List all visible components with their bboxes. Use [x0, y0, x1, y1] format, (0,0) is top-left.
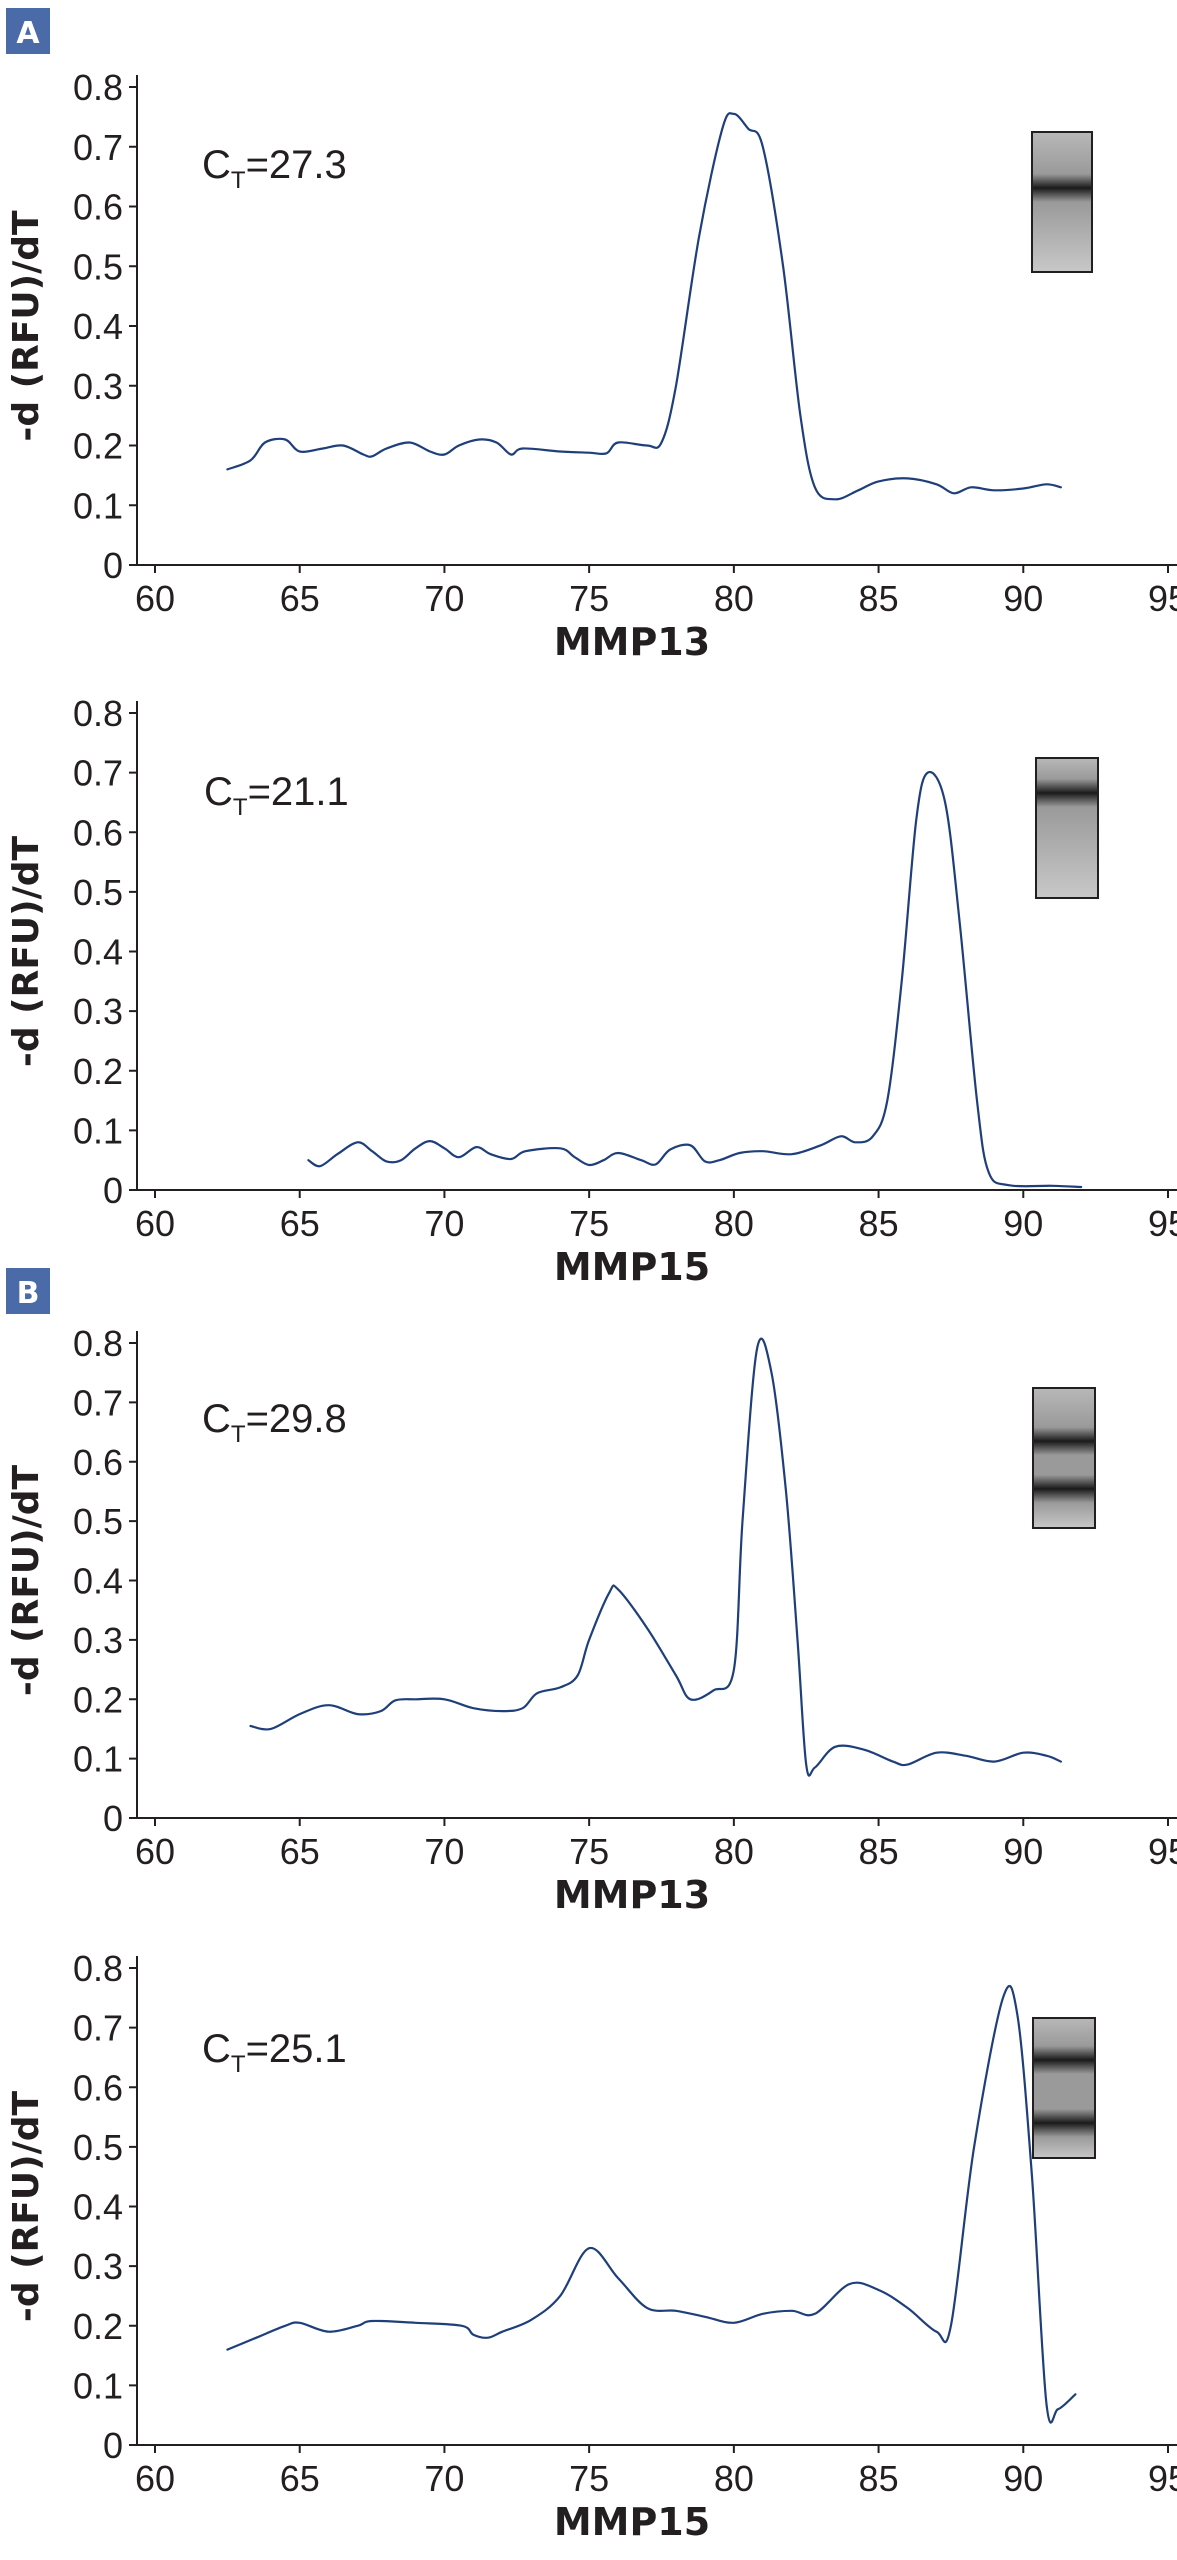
y-tick-label: 0.1	[73, 1739, 123, 1780]
x-tick-label: 80	[714, 578, 754, 619]
x-tick-label: 70	[424, 1203, 464, 1244]
y-tick-label: 0.6	[73, 1442, 123, 1483]
y-tick-label: 0.2	[73, 2306, 123, 2347]
y-tick-label: 0.5	[73, 246, 123, 287]
x-tick-label: 90	[1003, 578, 1043, 619]
y-tick-label: 0.7	[73, 127, 123, 168]
x-tick-label: 90	[1003, 2458, 1043, 2499]
y-tick-label: 0.5	[73, 872, 123, 913]
y-tick-label: 0.3	[73, 366, 123, 407]
y-tick-label: 0.3	[73, 2246, 123, 2287]
x-tick-label: 75	[569, 1831, 609, 1872]
x-tick-label: 70	[424, 578, 464, 619]
y-tick-label: 0.8	[73, 1323, 123, 1364]
x-tick-label: 75	[569, 2458, 609, 2499]
y-axis-title: -d (RFU)/dT	[6, 210, 47, 442]
y-tick-label: 0.5	[73, 2127, 123, 2168]
y-tick-label: 0.1	[73, 1110, 123, 1151]
panel-label-box	[6, 8, 50, 54]
x-tick-label: 95	[1148, 1203, 1177, 1244]
x-tick-label: 95	[1148, 1831, 1177, 1872]
gel-band-inset	[1035, 757, 1099, 899]
y-tick-label: 0.7	[73, 753, 123, 794]
y-tick-label: 0	[103, 1170, 123, 1211]
x-tick-label: 65	[280, 1203, 320, 1244]
y-tick-label: 0.3	[73, 1620, 123, 1661]
x-tick-label: 80	[714, 1203, 754, 1244]
panel-label-text: B	[17, 1276, 40, 1311]
y-tick-label: 0.4	[73, 1561, 123, 1602]
y-tick-label: 0	[103, 1798, 123, 1839]
y-tick-label: 0.6	[73, 812, 123, 853]
ct-value-label: CT=29.8	[202, 1397, 347, 1448]
y-tick-label: 0.4	[73, 2187, 123, 2228]
x-tick-label: 95	[1148, 578, 1177, 619]
y-tick-label: 0.8	[73, 693, 123, 734]
x-tick-label: 70	[424, 1831, 464, 1872]
y-axis-title: -d (RFU)/dT	[6, 1464, 47, 1696]
x-axis-title: MMP15	[554, 1245, 710, 1289]
ct-value-label: CT=25.1	[202, 2027, 347, 2078]
y-tick-label: 0.8	[73, 1948, 123, 1989]
melt-curve-line	[249, 1337, 1062, 1777]
y-tick-label: 0.2	[73, 1051, 123, 1092]
x-tick-label: 75	[569, 578, 609, 619]
chart-panel-1: A 0 0.1 0.2 0.3 0.4 0.5 0.6 0.7 0.8 60 65 70 75 80 85 90…	[6, 8, 1177, 664]
y-tick-label: 0.6	[73, 2067, 123, 2108]
gel-band-inset	[1032, 2017, 1096, 2159]
y-tick-label: 0.1	[73, 485, 123, 526]
ct-value-label: CT=27.3	[202, 143, 347, 194]
chart-panel-3: B 0 0.1 0.2 0.3 0.4 0.5 0.6 0.7 0.8 60 65 70 75 80 85 90…	[6, 1268, 1177, 1917]
y-tick-label: 0.2	[73, 426, 123, 467]
x-tick-label: 65	[280, 578, 320, 619]
panel-label-A: A	[6, 8, 50, 54]
x-tick-label: 60	[135, 1831, 175, 1872]
y-tick-label: 0.3	[73, 991, 123, 1032]
y-tick-label: 0.4	[73, 932, 123, 973]
y-axis-title: -d (RFU)/dT	[6, 835, 47, 1067]
panel-label-box	[6, 1268, 50, 1314]
x-tick-label: 70	[424, 2458, 464, 2499]
x-tick-label: 65	[280, 2458, 320, 2499]
x-tick-label: 90	[1003, 1831, 1043, 1872]
melt-curve-line	[307, 770, 1083, 1189]
x-tick-label: 60	[135, 578, 175, 619]
chart-panel-2: 0 0.1 0.2 0.3 0.4 0.5 0.6 0.7 0.8 60 65 70 75 80 85 90 9…	[6, 693, 1177, 1289]
gel-band-inset	[1032, 1387, 1096, 1529]
x-tick-label: 75	[569, 1203, 609, 1244]
panel-label-B: B	[6, 1268, 50, 1314]
x-tick-label: 85	[859, 1203, 899, 1244]
x-tick-label: 90	[1003, 1203, 1043, 1244]
y-tick-label: 0.5	[73, 1501, 123, 1542]
x-tick-label: 85	[859, 578, 899, 619]
x-axis-title: MMP13	[554, 1873, 710, 1917]
x-tick-label: 60	[135, 2458, 175, 2499]
y-tick-label: 0.8	[73, 67, 123, 108]
ct-value-label: CT=21.1	[204, 770, 349, 821]
y-axis-title: -d (RFU)/dT	[6, 2090, 47, 2322]
x-tick-label: 60	[135, 1203, 175, 1244]
x-tick-label: 80	[714, 2458, 754, 2499]
x-tick-label: 65	[280, 1831, 320, 1872]
y-tick-label: 0	[103, 545, 123, 586]
x-tick-label: 85	[859, 2458, 899, 2499]
x-axis-title: MMP15	[554, 2500, 710, 2544]
melt-curve-line	[226, 1984, 1077, 2424]
y-tick-label: 0.1	[73, 2365, 123, 2406]
x-tick-label: 85	[859, 1831, 899, 1872]
chart-panel-4: 0 0.1 0.2 0.3 0.4 0.5 0.6 0.7 0.8 60 65 70 75 80 85 90 9…	[6, 1948, 1177, 2544]
panel-label-text: A	[16, 16, 40, 51]
y-tick-label: 0.7	[73, 1382, 123, 1423]
y-tick-label: 0	[103, 2425, 123, 2466]
y-tick-label: 0.7	[73, 2008, 123, 2049]
gel-band-inset	[1031, 131, 1093, 273]
y-tick-label: 0.2	[73, 1679, 123, 1720]
y-tick-label: 0.6	[73, 187, 123, 228]
melt-curve-line	[226, 112, 1062, 501]
y-tick-label: 0.4	[73, 306, 123, 347]
x-tick-label: 95	[1148, 2458, 1177, 2499]
x-axis-title: MMP13	[554, 620, 710, 664]
x-tick-label: 80	[714, 1831, 754, 1872]
